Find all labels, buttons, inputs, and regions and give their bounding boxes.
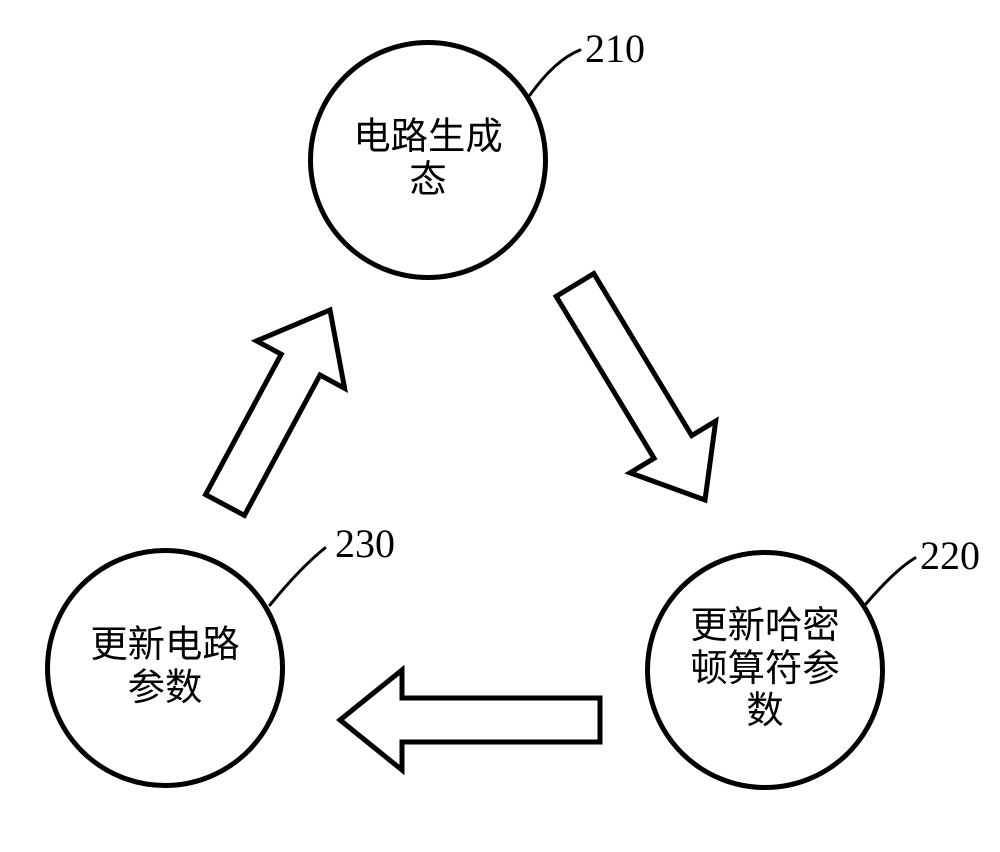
node-circuit-generation-state: 电路生成 态: [308, 40, 548, 280]
node-update-circuit-params: 更新电路 参数: [45, 548, 285, 788]
node-label: 更新电路 参数: [90, 625, 239, 711]
callout-label-210: 210: [585, 25, 645, 72]
node-update-hamiltonian-params: 更新哈密 顿算符参 数: [645, 550, 885, 790]
node-label: 更新哈密 顿算符参 数: [690, 606, 839, 735]
node-label: 电路生成 态: [353, 117, 502, 203]
callout-label-230: 230: [335, 520, 395, 567]
callout-label-220: 220: [920, 532, 980, 579]
diagram-stage: 电路生成 态 210 更新哈密 顿算符参 数 220 更新电路 参数 230: [0, 0, 1000, 852]
